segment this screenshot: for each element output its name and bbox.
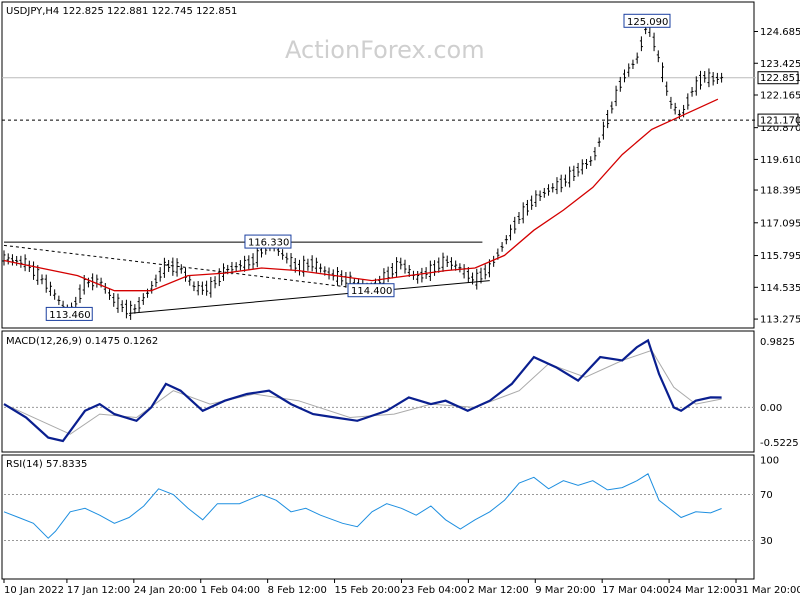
time-tick-label: 2 Mar 12:00	[468, 585, 528, 596]
time-tick-label: 1 Feb 04:00	[201, 585, 260, 596]
level-tag-support	[757, 113, 799, 127]
moving-average-line	[3, 98, 719, 292]
axis-layer: 124.685 123.425 122.165 120.870 119.610 118.3…	[3, 27, 800, 596]
callout-label: 114.400	[351, 286, 392, 297]
time-tick-label: 24 Jan 20:00	[134, 585, 197, 596]
price-tick-label: 113.275	[760, 315, 800, 326]
rsi-tick-label: 30	[760, 536, 773, 547]
callout-label: 116.330	[248, 238, 289, 249]
macd-tick-label: -0.5225	[760, 438, 799, 449]
time-tick-label: 10 Jan 2022	[4, 585, 64, 596]
price-tick-label: 115.795	[760, 251, 800, 262]
price-tick-label: 118.395	[760, 186, 800, 197]
level-tag-last	[757, 71, 799, 85]
callout-label: 113.460	[49, 310, 90, 321]
price-panel-frame	[1, 1, 755, 329]
rsi-panel-frame	[1, 454, 755, 580]
macd-layer	[3, 338, 756, 443]
level-tag-label: 122.851	[760, 73, 800, 84]
time-tick-label: 31 Mar 20:00	[736, 585, 800, 596]
price-tick-label: 120.870	[760, 123, 800, 134]
time-tick-label: 8 Feb 12:00	[268, 585, 327, 596]
time-tick-label: 23 Feb 04:00	[401, 585, 467, 596]
macd-line	[3, 338, 722, 443]
price-tick-label: 119.610	[760, 155, 800, 166]
price-layer: 125.090 116.330 114.400 113.460	[2, 13, 756, 321]
watermark: ActionForex.com	[285, 36, 485, 64]
level-tag-label: 121.170	[760, 116, 800, 127]
chart-header: USDJPY,H4 122.825 122.881 122.745 122.85…	[6, 6, 237, 17]
callout-box	[347, 283, 395, 298]
price-tick-label: 124.685	[760, 27, 800, 38]
macd-label: MACD(12,26,9) 0.1475 0.1262	[6, 336, 158, 347]
trendline-support	[129, 280, 490, 314]
time-tick-label: 9 Mar 20:00	[535, 585, 595, 596]
price-tick-label: 123.425	[760, 59, 800, 70]
time-tick-label: 24 Mar 12:00	[669, 585, 736, 596]
macd-tick-label: 0.00	[760, 403, 782, 414]
rsi-line	[3, 473, 722, 539]
rsi-layer	[3, 473, 756, 541]
callout-box	[244, 234, 292, 249]
time-tick-label: 17 Mar 04:00	[602, 585, 669, 596]
trendline-falling	[3, 244, 358, 289]
time-tick-label: 15 Feb 20:00	[335, 585, 401, 596]
rsi-tick-label: 70	[760, 490, 773, 501]
price-tick-label: 117.095	[760, 218, 800, 229]
callout-box	[45, 306, 93, 321]
time-tick-label: 17 Jan 12:00	[67, 585, 130, 596]
callout-label: 125.090	[627, 17, 668, 28]
price-tick-label: 122.165	[760, 91, 800, 102]
macd-panel-frame	[1, 330, 755, 453]
macd-tick-label: 0.9825	[760, 337, 795, 348]
price-tick-label: 114.535	[760, 283, 800, 294]
rsi-tick-label: 100	[760, 456, 779, 467]
callout-box	[623, 13, 671, 28]
macd-signal-line	[3, 349, 722, 435]
rsi-label: RSI(14) 57.8335	[6, 459, 87, 470]
